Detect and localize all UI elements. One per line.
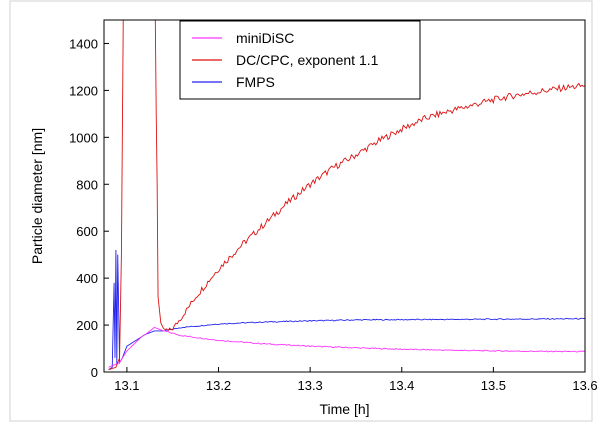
y-tick-label: 1200	[69, 83, 98, 98]
plot-frame	[103, 19, 586, 373]
x-tick-label: 13.5	[481, 378, 506, 393]
y-tick-label: 1000	[69, 130, 98, 145]
legend-label: DC/CPC, exponent 1.1	[236, 52, 379, 68]
y-tick-label: 600	[76, 224, 98, 239]
y-tick-label: 400	[76, 271, 98, 286]
y-tick-label: 0	[91, 365, 98, 380]
series-line-minidisc	[108, 326, 585, 368]
y-tick-label: 1400	[69, 36, 98, 51]
x-tick-label: 13.4	[389, 378, 414, 393]
x-tick-label: 13.2	[206, 378, 231, 393]
x-tick-label: 13.3	[297, 378, 322, 393]
plot-area	[108, 20, 585, 371]
y-tick-label: 800	[76, 177, 98, 192]
y-axis-label: Particle diameter [nm]	[29, 128, 45, 264]
legend-label: miniDiSC	[236, 30, 294, 46]
x-axis-label: Time [h]	[319, 401, 369, 417]
series-line-fmps	[108, 249, 585, 371]
series-line-dc-cpc-exponent-1-1	[108, 20, 585, 371]
x-tick-label: 13.6	[572, 378, 597, 393]
x-tick-label: 13.1	[114, 378, 139, 393]
y-tick-label: 200	[76, 318, 98, 333]
legend: miniDiSC DC/CPC, exponent 1.1 FMPS	[179, 20, 421, 100]
figure-border	[9, 0, 593, 422]
axis-ticks: 13.1 13.2 13.3 13.4 13.5 13.6 0 200 400 600 800 100…	[69, 36, 598, 393]
legend-label: FMPS	[236, 74, 275, 90]
